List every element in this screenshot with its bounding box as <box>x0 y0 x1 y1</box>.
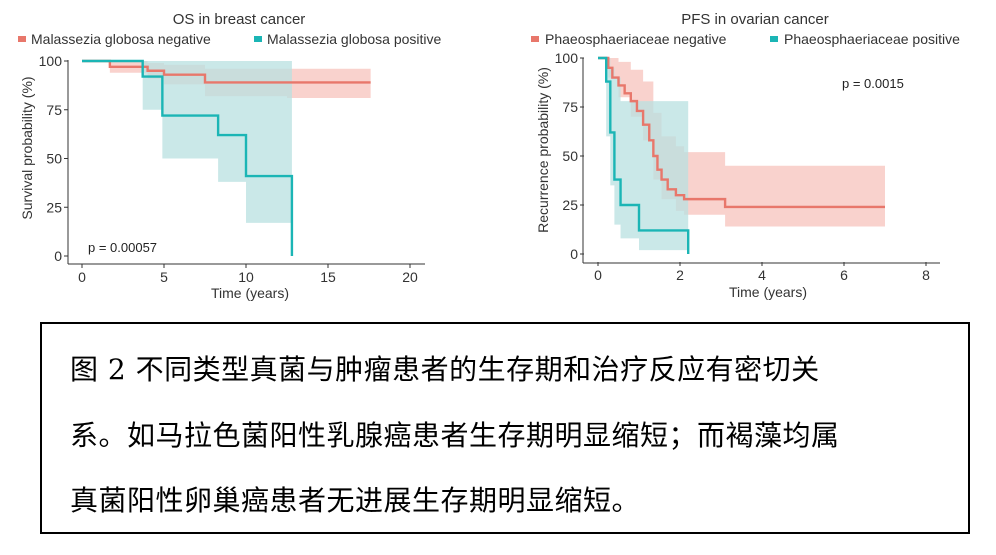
x-axis-title: Time (years) <box>211 285 289 301</box>
legend-swatch-positive <box>770 36 778 42</box>
legend-label-positive: Phaeosphaeriaceae positive <box>784 31 960 47</box>
p-value-annotation: p = 0.00057 <box>88 240 157 255</box>
x-tick-label: 0 <box>594 267 602 283</box>
confidence-band-positive <box>82 61 292 256</box>
y-tick-label: 100 <box>39 53 63 69</box>
legend-swatch-negative <box>531 36 539 42</box>
y-tick-label: 0 <box>570 246 578 262</box>
x-tick-label: 2 <box>676 267 684 283</box>
legend-swatch-negative <box>18 36 26 42</box>
chart-title: OS in breast cancer <box>173 11 306 28</box>
caption-line-3: 真菌阳性卵巢癌患者无进展生存期明显缩短。 <box>70 484 641 517</box>
y-tick-label: 0 <box>54 248 62 264</box>
figure-caption-box: 图 2 不同类型真菌与肿瘤患者的生存期和治疗反应有密切关 系。如马拉色菌阳性乳腺… <box>40 322 970 534</box>
y-tick-label: 100 <box>555 50 579 66</box>
y-tick-label: 25 <box>562 197 578 213</box>
caption-line-1: 图 2 不同类型真菌与肿瘤患者的生存期和治疗反应有密切关 <box>70 353 820 386</box>
x-tick-label: 10 <box>238 269 254 285</box>
y-tick-label: 75 <box>46 102 62 118</box>
y-tick-label: 50 <box>562 148 578 164</box>
chart-pfs-ovarian: PFS in ovarian cancer Phaeosphaeriaceae … <box>531 11 960 300</box>
x-tick-label: 6 <box>840 267 848 283</box>
charts-area: OS in breast cancer Malassezia globosa n… <box>18 11 960 301</box>
y-tick-label: 75 <box>562 99 578 115</box>
survival-curve-positive <box>598 56 690 254</box>
survival-curve-negative <box>82 59 371 84</box>
legend-label-negative: Malassezia globosa negative <box>31 31 211 47</box>
x-tick-label: 4 <box>758 267 766 283</box>
x-tick-label: 8 <box>922 267 930 283</box>
p-value-annotation: p = 0.0015 <box>842 76 904 91</box>
chart-title: PFS in ovarian cancer <box>681 11 829 28</box>
y-tick-label: 50 <box>46 151 62 167</box>
y-axis-title: Survival probability (%) <box>19 76 35 219</box>
y-axis-title: Recurrence probability (%) <box>535 67 551 233</box>
x-tick-label: 20 <box>402 269 418 285</box>
x-tick-label: 15 <box>320 269 336 285</box>
y-tick-label: 25 <box>46 199 62 215</box>
survival-curve-positive <box>82 59 294 256</box>
legend: Phaeosphaeriaceae negative Phaeosphaeria… <box>531 31 960 47</box>
legend-label-negative: Phaeosphaeriaceae negative <box>545 31 727 47</box>
survival-curve-negative <box>598 56 885 209</box>
x-axis-title: Time (years) <box>729 284 807 300</box>
x-tick-label: 5 <box>160 269 168 285</box>
caption-line-2: 系。如马拉色菌阳性乳腺癌患者生存期明显缩短；而褐藻均属 <box>70 419 840 452</box>
legend-swatch-positive <box>254 36 262 42</box>
chart-os-breast: OS in breast cancer Malassezia globosa n… <box>18 11 442 301</box>
legend-label-positive: Malassezia globosa positive <box>267 31 442 47</box>
x-tick-label: 0 <box>78 269 86 285</box>
legend: Malassezia globosa negative Malassezia g… <box>18 31 442 47</box>
